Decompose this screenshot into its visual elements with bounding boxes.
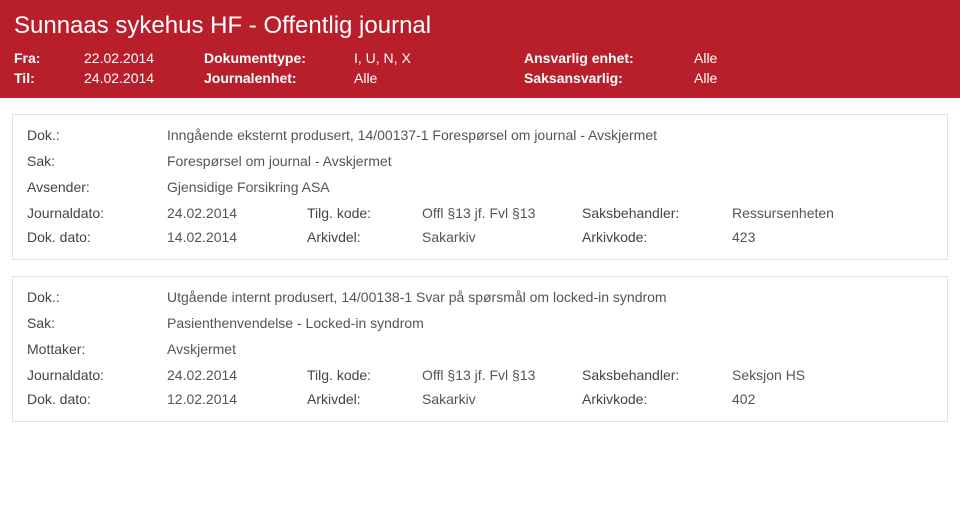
sak-value: Forespørsel om journal - Avskjermet — [167, 153, 392, 169]
dok-label: Dok.: — [27, 127, 167, 143]
sak-label: Sak: — [27, 153, 167, 169]
dok-row: Dok.: Inngående eksternt produsert, 14/0… — [27, 127, 933, 143]
sak-value: Pasienthenvendelse - Locked-in syndrom — [167, 315, 424, 331]
party-row: Mottaker: Avskjermet — [27, 341, 933, 357]
saksansvarlig-label: Saksansvarlig: — [524, 70, 694, 86]
saksbehandler-value: Seksjon HS — [732, 367, 805, 383]
party-value: Avskjermet — [167, 341, 236, 357]
arkivdel-value: Sakarkiv — [422, 229, 582, 245]
journal-entry: Dok.: Inngående eksternt produsert, 14/0… — [12, 114, 948, 260]
header-meta: Fra: 22.02.2014 Dokumenttype: I, U, N, X… — [14, 50, 946, 86]
dokdato-label: Dok. dato: — [27, 229, 167, 245]
dokdato-row: Dok. dato: 14.02.2014 Arkivdel: Sakarkiv… — [27, 229, 933, 245]
ansvarlig-enhet-label: Ansvarlig enhet: — [524, 50, 694, 66]
dok-value: Inngående eksternt produsert, 14/00137-1… — [167, 127, 657, 143]
party-label: Avsender: — [27, 179, 167, 195]
dok-value: Utgående internt produsert, 14/00138-1 S… — [167, 289, 667, 305]
journalenhet-value: Alle — [354, 70, 524, 86]
party-label: Mottaker: — [27, 341, 167, 357]
tilgkode-label: Tilg. kode: — [307, 205, 422, 221]
ansvarlig-enhet-value: Alle — [694, 50, 717, 66]
arkivkode-value: 423 — [732, 229, 755, 245]
tilgkode-value: Offl §13 jf. Fvl §13 — [422, 367, 582, 383]
header-row-2: Til: 24.02.2014 Journalenhet: Alle Saksa… — [14, 70, 946, 86]
dokdato-label: Dok. dato: — [27, 391, 167, 407]
fra-label: Fra: — [14, 50, 84, 66]
dok-row: Dok.: Utgående internt produsert, 14/001… — [27, 289, 933, 305]
sak-label: Sak: — [27, 315, 167, 331]
arkivdel-label: Arkivdel: — [307, 391, 422, 407]
arkivdel-value: Sakarkiv — [422, 391, 582, 407]
saksbehandler-value: Ressursenheten — [732, 205, 834, 221]
tilgkode-label: Tilg. kode: — [307, 367, 422, 383]
journal-entry: Dok.: Utgående internt produsert, 14/001… — [12, 276, 948, 422]
party-row: Avsender: Gjensidige Forsikring ASA — [27, 179, 933, 195]
arkivkode-label: Arkivkode: — [582, 229, 732, 245]
saksansvarlig-value: Alle — [694, 70, 717, 86]
journaldato-label: Journaldato: — [27, 367, 167, 383]
sak-row: Sak: Forespørsel om journal - Avskjermet — [27, 153, 933, 169]
journaldato-row: Journaldato: 24.02.2014 Tilg. kode: Offl… — [27, 367, 933, 383]
dokumenttype-label: Dokumenttype: — [204, 50, 354, 66]
journaldato-row: Journaldato: 24.02.2014 Tilg. kode: Offl… — [27, 205, 933, 221]
journaldato-value: 24.02.2014 — [167, 205, 307, 221]
arkivkode-value: 402 — [732, 391, 755, 407]
dokumenttype-value: I, U, N, X — [354, 50, 524, 66]
header-title: Sunnaas sykehus HF - Offentlig journal — [14, 12, 946, 40]
sak-row: Sak: Pasienthenvendelse - Locked-in synd… — [27, 315, 933, 331]
tilgkode-value: Offl §13 jf. Fvl §13 — [422, 205, 582, 221]
dok-label: Dok.: — [27, 289, 167, 305]
arkivdel-label: Arkivdel: — [307, 229, 422, 245]
header-row-1: Fra: 22.02.2014 Dokumenttype: I, U, N, X… — [14, 50, 946, 66]
arkivkode-label: Arkivkode: — [582, 391, 732, 407]
til-value: 24.02.2014 — [84, 70, 204, 86]
dokdato-value: 14.02.2014 — [167, 229, 307, 245]
journal-header: Sunnaas sykehus HF - Offentlig journal F… — [0, 0, 960, 98]
journalenhet-label: Journalenhet: — [204, 70, 354, 86]
journaldato-label: Journaldato: — [27, 205, 167, 221]
saksbehandler-label: Saksbehandler: — [582, 205, 732, 221]
dokdato-value: 12.02.2014 — [167, 391, 307, 407]
journaldato-value: 24.02.2014 — [167, 367, 307, 383]
party-value: Gjensidige Forsikring ASA — [167, 179, 330, 195]
til-label: Til: — [14, 70, 84, 86]
fra-value: 22.02.2014 — [84, 50, 204, 66]
saksbehandler-label: Saksbehandler: — [582, 367, 732, 383]
dokdato-row: Dok. dato: 12.02.2014 Arkivdel: Sakarkiv… — [27, 391, 933, 407]
